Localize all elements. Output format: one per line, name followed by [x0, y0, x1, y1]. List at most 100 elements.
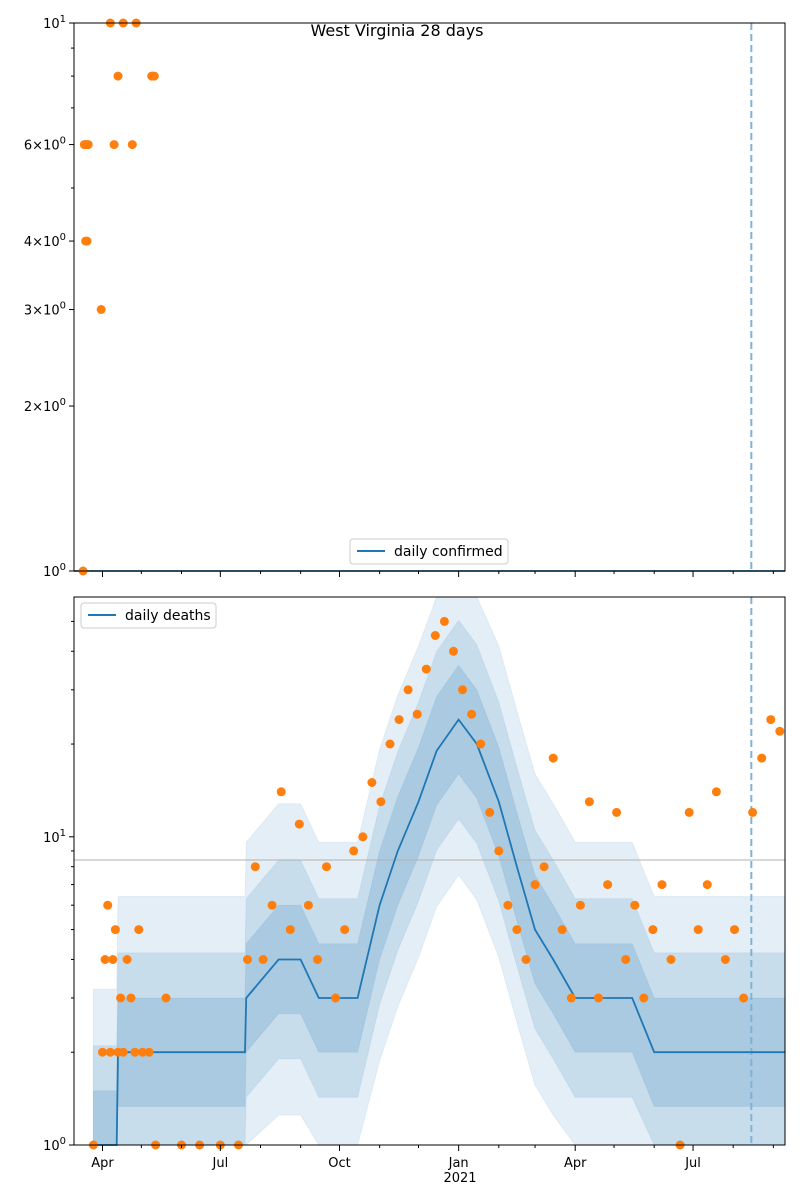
deaths-data-point [720, 955, 730, 964]
deaths-data-point [322, 862, 331, 872]
deaths-data-point [105, 1047, 115, 1057]
deaths-data-point [521, 955, 531, 964]
confirmed-y-tick-label: 2×100 [24, 397, 66, 415]
deaths-data-point [530, 880, 540, 890]
deaths-x-tick-label: Oct [328, 1156, 350, 1171]
confirmed-axes-frame [73, 22, 786, 572]
confirmed-y-ticks: 101 6×100 4×100 3×100 2×100 100 [24, 14, 74, 580]
deaths-data-point [693, 925, 703, 935]
deaths-data-point [358, 832, 368, 842]
deaths-data-point [684, 807, 694, 817]
deaths-data-point [467, 709, 477, 719]
deaths-data-point [376, 797, 386, 807]
deaths-data-point [126, 993, 136, 1003]
confirmed-data-point [82, 236, 92, 246]
deaths-data-point [476, 739, 486, 749]
confirmed-legend-label: daily confirmed [394, 544, 503, 560]
deaths-x-tick-label: Apr [91, 1156, 114, 1171]
deaths-data-point [439, 616, 449, 626]
deaths-data-point [303, 900, 313, 910]
deaths-data-point [285, 925, 295, 935]
x-year-label: 2021 [443, 1171, 476, 1186]
deaths-data-point [100, 955, 110, 964]
confirmed-data-point [127, 140, 137, 150]
deaths-data-point [267, 900, 277, 910]
deaths-data-point [138, 1047, 148, 1057]
deaths-data-point [449, 646, 458, 656]
deaths-data-point [394, 715, 404, 725]
deaths-data-point [98, 1047, 107, 1057]
deaths-data-point [430, 631, 440, 640]
deaths-x-tick-label: Jan [448, 1156, 469, 1171]
deaths-data-point [243, 955, 252, 964]
confirmed-points [78, 18, 159, 576]
confirmed-data-point [83, 140, 93, 150]
confirmed-y-tick-label: 100 [43, 562, 66, 580]
deaths-data-point [485, 807, 495, 817]
deaths-data-point [116, 993, 126, 1003]
deaths-data-point [258, 955, 268, 964]
deaths-data-point [421, 664, 431, 674]
chart-title: West Virginia 28 days [310, 21, 483, 40]
deaths-data-point [621, 955, 631, 964]
deaths-x-tick-label: Apr [564, 1156, 587, 1171]
deaths-data-point [161, 993, 171, 1003]
deaths-data-point [603, 880, 613, 890]
deaths-data-point [503, 900, 513, 910]
confirmed-y-tick-label: 3×100 [24, 301, 66, 319]
deaths-data-point [775, 726, 785, 736]
deaths-series-line [93, 718, 785, 1146]
deaths-data-point [403, 685, 413, 695]
confirmed-data-point [113, 71, 123, 81]
deaths-y-tick-label: 100 [43, 1136, 66, 1154]
deaths-data-point [412, 709, 422, 719]
deaths-data-point [584, 797, 594, 807]
deaths-data-point [566, 993, 576, 1003]
confirmed-data-point [149, 71, 159, 81]
deaths-panel: 101 100 Apr Jul Oct Jan Apr Jul 2021 daily dea… [43, 596, 786, 1186]
deaths-data-point [748, 807, 758, 817]
deaths-data-point [548, 753, 558, 763]
confirmed-y-tick-label: 101 [43, 14, 66, 32]
deaths-legend-box [80, 602, 217, 629]
deaths-data-point [108, 955, 118, 964]
deaths-data-point [739, 993, 749, 1003]
deaths-data-point [575, 900, 585, 910]
deaths-data-point [349, 846, 359, 856]
deaths-data-point [144, 1047, 154, 1057]
deaths-data-point [657, 880, 667, 890]
deaths-data-point [385, 739, 395, 749]
deaths-data-point [639, 993, 649, 1003]
deaths-data-point [702, 880, 712, 890]
confirmed-data-point [96, 305, 106, 314]
deaths-data-point [630, 900, 640, 910]
deaths-line [93, 718, 785, 1146]
deaths-data-point [766, 715, 776, 725]
deaths-data-point [594, 993, 603, 1003]
deaths-x-tick-label: Jul [684, 1156, 701, 1171]
deaths-data-point [313, 955, 322, 964]
deaths-data-point [512, 925, 522, 935]
deaths-data-point [294, 819, 304, 829]
deaths-data-point [730, 925, 739, 935]
deaths-x-ticks: Apr Jul Oct Jan Apr Jul [91, 1145, 774, 1171]
deaths-legend-label: daily deaths [125, 608, 211, 624]
deaths-data-point [103, 900, 113, 910]
deaths-data-point [110, 925, 120, 935]
confirmed-data-point [109, 140, 119, 150]
deaths-data-point [557, 925, 567, 935]
deaths-data-point [340, 925, 350, 935]
deaths-data-point [250, 862, 260, 872]
deaths-y-tick-label: 101 [43, 828, 66, 846]
confirmed-legend-box [349, 538, 509, 565]
deaths-data-point [331, 993, 341, 1003]
deaths-data-point [666, 955, 676, 964]
deaths-data-point [122, 955, 132, 964]
deaths-data-point [612, 807, 622, 817]
deaths-data-point [130, 1047, 140, 1057]
deaths-data-point [539, 862, 549, 872]
deaths-data-point [757, 753, 767, 763]
deaths-data-point [458, 685, 467, 695]
deaths-data-point [494, 846, 504, 856]
